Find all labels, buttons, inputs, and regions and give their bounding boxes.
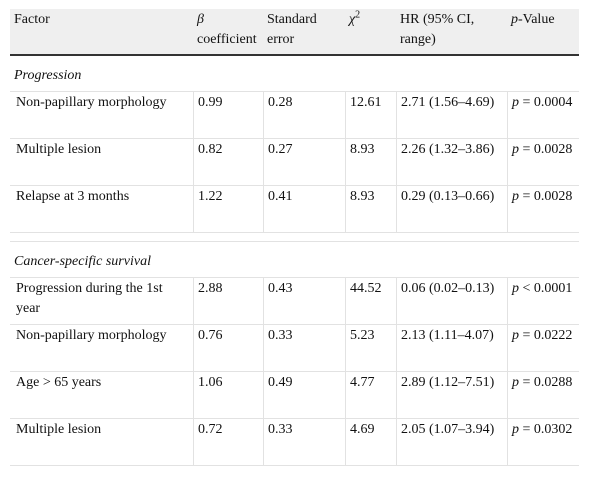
cell-beta: 0.82 xyxy=(193,139,263,186)
pvalue-symbol: p xyxy=(512,375,519,390)
cell-chi2: 4.69 xyxy=(345,419,396,466)
cell-pvalue: p < 0.0001 xyxy=(507,278,579,325)
cell-se: 0.43 xyxy=(263,278,345,325)
col-header-factor-text: Factor xyxy=(14,12,50,27)
cell-beta: 0.76 xyxy=(193,325,263,372)
table-row: Progression during the 1st year 2.88 0.43 4… xyxy=(10,278,579,325)
cell-hr: 2.05 (1.07–3.94) xyxy=(396,419,507,466)
cell-pvalue: p = 0.0222 xyxy=(507,325,579,372)
cell-beta: 1.22 xyxy=(193,186,263,233)
cell-chi2: 8.93 xyxy=(345,139,396,186)
p-symbol: p xyxy=(511,12,518,27)
cell-se: 0.33 xyxy=(263,419,345,466)
chi-symbol: χ xyxy=(349,12,356,27)
section-header-row: Cancer-specific survival xyxy=(10,242,579,278)
table-row: Relapse at 3 months 1.22 0.41 8.93 0.29 (0.1… xyxy=(10,186,579,233)
cell-pvalue: p = 0.0028 xyxy=(507,139,579,186)
cell-factor: Progression during the 1st year xyxy=(10,278,193,325)
p-rest: -Value xyxy=(518,12,555,27)
table-header: Factor β coefficient Standard error χ2 HR… xyxy=(10,9,579,56)
pvalue-symbol: p xyxy=(512,281,519,296)
cell-beta: 0.99 xyxy=(193,92,263,139)
cell-se: 0.49 xyxy=(263,372,345,419)
table-row: Age > 65 years 1.06 0.49 4.77 2.89 (1.12–7.5… xyxy=(10,372,579,419)
pvalue-symbol: p xyxy=(512,95,519,110)
pvalue-number: = 0.0028 xyxy=(519,189,573,204)
cell-pvalue: p = 0.0302 xyxy=(507,419,579,466)
results-table: Factor β coefficient Standard error χ2 HR… xyxy=(10,9,579,466)
table-body: Progression Non-papillary morphology 0.99… xyxy=(10,56,579,466)
section-spacer xyxy=(10,233,579,242)
cell-pvalue: p = 0.0004 xyxy=(507,92,579,139)
section-header-row: Progression xyxy=(10,56,579,92)
header-row: Factor β coefficient Standard error χ2 HR… xyxy=(10,9,579,56)
cell-se: 0.27 xyxy=(263,139,345,186)
table-row: Non-papillary morphology 0.99 0.28 12.61 2.7… xyxy=(10,92,579,139)
pvalue-symbol: p xyxy=(512,189,519,204)
spacer-cell xyxy=(10,233,579,242)
cell-factor: Multiple lesion xyxy=(10,419,193,466)
cell-factor: Non-papillary morphology xyxy=(10,325,193,372)
section-title: Progression xyxy=(10,56,579,92)
cell-pvalue: p = 0.0028 xyxy=(507,186,579,233)
beta-symbol: β xyxy=(197,12,204,27)
cell-beta: 2.88 xyxy=(193,278,263,325)
cell-factor: Non-papillary morphology xyxy=(10,92,193,139)
cell-factor: Age > 65 years xyxy=(10,372,193,419)
cell-hr: 2.13 (1.11–4.07) xyxy=(396,325,507,372)
col-header-pvalue: p-Value xyxy=(507,9,579,56)
cell-se: 0.28 xyxy=(263,92,345,139)
cell-chi2: 44.52 xyxy=(345,278,396,325)
cell-chi2: 8.93 xyxy=(345,186,396,233)
cell-beta: 1.06 xyxy=(193,372,263,419)
pvalue-number: = 0.0004 xyxy=(519,95,573,110)
pvalue-symbol: p xyxy=(512,422,519,437)
cell-hr: 0.06 (0.02–0.13) xyxy=(396,278,507,325)
cell-hr: 2.89 (1.12–7.51) xyxy=(396,372,507,419)
beta-word: coefficient xyxy=(197,32,257,47)
pvalue-number: = 0.0028 xyxy=(519,142,573,157)
cell-se: 0.33 xyxy=(263,325,345,372)
pvalue-symbol: p xyxy=(512,142,519,157)
cell-pvalue: p = 0.0288 xyxy=(507,372,579,419)
pvalue-number: < 0.0001 xyxy=(519,281,573,296)
pvalue-number: = 0.0302 xyxy=(519,422,573,437)
table-row: Multiple lesion 0.72 0.33 4.69 2.05 (1.07–3.… xyxy=(10,419,579,466)
cell-factor: Multiple lesion xyxy=(10,139,193,186)
col-header-beta: β coefficient xyxy=(193,9,263,56)
pvalue-symbol: p xyxy=(512,328,519,343)
col-header-hr: HR (95% CI, range) xyxy=(396,9,507,56)
cell-chi2: 4.77 xyxy=(345,372,396,419)
col-header-se-text: Standard error xyxy=(267,12,317,47)
pvalue-number: = 0.0222 xyxy=(519,328,573,343)
col-header-se: Standard error xyxy=(263,9,345,56)
chi-superscript: 2 xyxy=(355,9,361,21)
cell-beta: 0.72 xyxy=(193,419,263,466)
cell-hr: 2.26 (1.32–3.86) xyxy=(396,139,507,186)
cell-factor: Relapse at 3 months xyxy=(10,186,193,233)
cell-chi2: 5.23 xyxy=(345,325,396,372)
section-title: Cancer-specific survival xyxy=(10,242,579,278)
table-row: Non-papillary morphology 0.76 0.33 5.23 2.13… xyxy=(10,325,579,372)
cell-se: 0.41 xyxy=(263,186,345,233)
col-header-hr-text: HR (95% CI, range) xyxy=(400,12,475,47)
cell-hr: 2.71 (1.56–4.69) xyxy=(396,92,507,139)
pvalue-number: = 0.0288 xyxy=(519,375,573,390)
cell-hr: 0.29 (0.13–0.66) xyxy=(396,186,507,233)
table-row: Multiple lesion 0.82 0.27 8.93 2.26 (1.32–3.… xyxy=(10,139,579,186)
col-header-chi2: χ2 xyxy=(345,9,396,56)
col-header-factor: Factor xyxy=(10,9,193,56)
cell-chi2: 12.61 xyxy=(345,92,396,139)
